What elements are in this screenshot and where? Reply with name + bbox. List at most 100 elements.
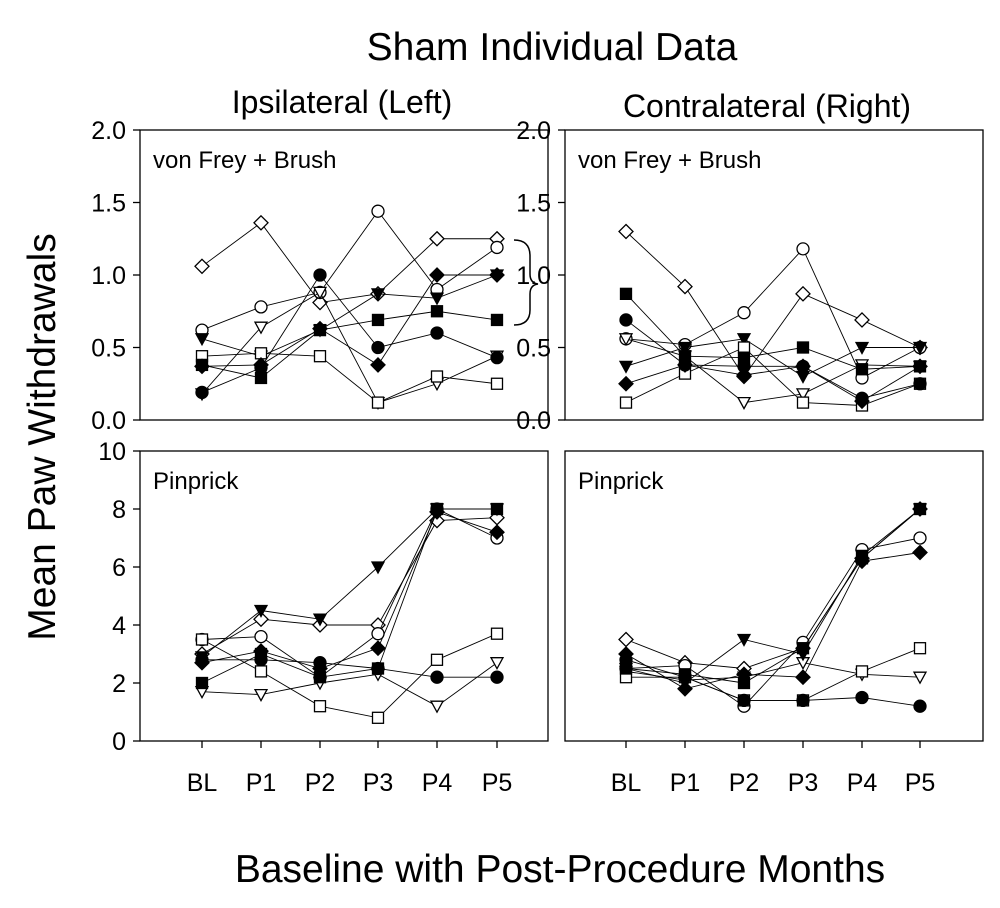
bracket-annotation: [513, 239, 539, 326]
data-point: [677, 356, 693, 373]
data-point: [430, 370, 444, 383]
y-tick-label: 2.0: [516, 117, 551, 145]
data-point: [429, 292, 445, 306]
data-point: [370, 561, 386, 575]
y-tick-label: 0.5: [91, 335, 126, 363]
data-point: [253, 214, 269, 231]
data-point: [678, 668, 692, 681]
data-point: [253, 604, 269, 618]
data-point: [489, 267, 505, 283]
data-point: [736, 333, 752, 347]
data-point: [430, 305, 444, 318]
data-point: [796, 396, 810, 409]
series-square-filled: [195, 305, 504, 385]
data-point: [312, 320, 328, 337]
data-point: [618, 631, 634, 648]
data-point: [430, 653, 444, 666]
panel-contra-pin: Pinprick BL P1 P2 P3 P4 P5: [564, 450, 984, 797]
data-point: [371, 340, 385, 355]
data-point: [618, 646, 634, 662]
series-line: [625, 537, 921, 707]
data-point: [796, 242, 810, 256]
data-point: [737, 341, 751, 354]
data-point: [913, 642, 927, 655]
data-point: [194, 333, 210, 347]
data-point: [854, 553, 870, 570]
panel-ipsi-vf: von Frey + Brush 0.0 0.5 1.0 1.5 2.0: [91, 117, 549, 435]
data-point: [490, 240, 504, 255]
series-line: [625, 659, 921, 707]
data-point: [194, 358, 210, 375]
x-tick-label: P2: [305, 769, 336, 797]
data-point: [913, 531, 927, 545]
series-line: [201, 291, 498, 404]
y-tick-label: 1.5: [91, 190, 126, 218]
data-point: [254, 665, 268, 678]
y-tick-label: 4: [112, 612, 126, 640]
series-line: [201, 274, 497, 367]
series-circle-filled: [619, 653, 927, 713]
data-point: [195, 633, 209, 646]
data-point: [253, 321, 269, 335]
y-tick-label: 2.0: [91, 117, 126, 145]
x-tick-label: BL: [611, 769, 642, 797]
series-circle-open: [619, 242, 927, 385]
series-diamond-filled: [194, 503, 505, 677]
series-line: [625, 338, 921, 404]
panel-contra-vf: von Frey + Brush 0.0 0.5 1.0 1.5 2.0: [516, 117, 984, 435]
series-line: [625, 552, 921, 690]
data-point: [489, 524, 505, 541]
series-line: [625, 508, 921, 684]
data-point: [736, 666, 752, 683]
data-point: [370, 356, 386, 373]
series-line: [201, 274, 498, 393]
data-point: [618, 360, 634, 374]
data-point: [254, 629, 268, 644]
data-point: [736, 396, 752, 410]
data-point: [489, 657, 505, 671]
data-point: [912, 544, 928, 561]
x-tick-label: P5: [905, 769, 936, 797]
x-tick-label: P5: [482, 769, 513, 797]
data-point: [796, 693, 810, 708]
x-tick-label: P4: [422, 769, 453, 797]
data-point: [313, 350, 327, 363]
panel-annotation: Pinprick: [153, 468, 239, 495]
data-point: [370, 288, 386, 302]
series-line: [201, 210, 498, 331]
series-line: [625, 319, 921, 399]
y-tick-label: 2: [112, 670, 126, 698]
series-line: [625, 231, 921, 378]
y-tick-label: 1.0: [91, 262, 126, 290]
data-point: [736, 633, 752, 647]
series-diamond-open: [194, 214, 505, 311]
series-square-filled: [195, 502, 504, 690]
data-point: [795, 669, 811, 686]
data-point: [254, 371, 268, 385]
series-line: [202, 659, 497, 678]
series-line: [625, 508, 921, 669]
series-square-filled: [619, 287, 927, 376]
data-point: [312, 286, 328, 300]
y-tick-label: 1.0: [516, 262, 551, 290]
series-line: [625, 248, 921, 379]
data-point: [795, 358, 811, 375]
data-point: [195, 676, 209, 690]
series-line: [201, 508, 498, 678]
data-point: [912, 358, 928, 375]
data-point: [854, 393, 870, 410]
series-diamond-filled: [618, 356, 928, 410]
data-point: [619, 313, 633, 327]
data-point: [619, 287, 633, 301]
data-point: [430, 326, 444, 340]
series-triangle-down-open: [194, 286, 505, 410]
y-tick-label: 8: [112, 496, 126, 524]
series-line: [201, 352, 498, 404]
x-tick-label: P1: [670, 769, 701, 797]
data-point: [371, 313, 385, 327]
data-point: [737, 306, 751, 320]
data-point: [429, 700, 445, 714]
y-tick-label: 10: [98, 438, 126, 466]
series-line: [201, 274, 498, 357]
series-diamond-open: [618, 223, 928, 385]
